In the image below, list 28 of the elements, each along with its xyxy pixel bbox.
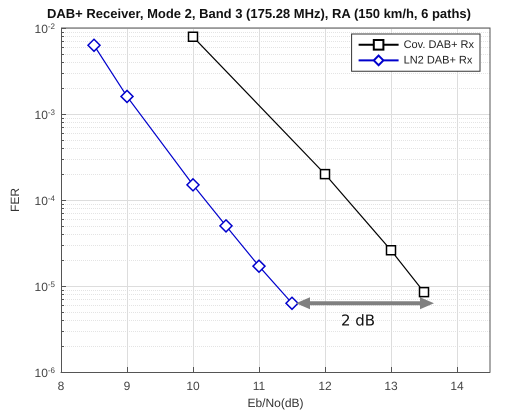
point: [186, 178, 200, 192]
legend-label: LN2 DAB+ Rx: [404, 54, 473, 66]
point: [120, 90, 134, 104]
x-tick-label: 8: [58, 379, 65, 393]
y-tick-label: 10$^{-3}$: [34, 108, 56, 122]
point: [188, 32, 198, 42]
point: [320, 168, 330, 180]
x-tick-label: 14: [450, 379, 464, 393]
point: [418, 286, 430, 298]
y-tick-label: 10$^{-4}$: [34, 194, 56, 208]
x-axis-title: Eb/No(dB): [247, 396, 304, 410]
annotation: 2 dB: [340, 311, 376, 330]
legend-label: Cov. DAB+ Rx: [404, 38, 474, 51]
x-tick-label: 12: [318, 379, 332, 393]
y-tick-label: 10$^{-5}$: [34, 280, 56, 294]
y-tick-label: 10$^{-2}$: [34, 22, 56, 36]
y-axis-title: FER: [8, 188, 22, 212]
x-tick-label: 9: [124, 379, 131, 393]
point: [285, 296, 299, 310]
x-tick-label: 13: [384, 379, 398, 393]
x-tick-label: 10: [186, 379, 200, 393]
point: [252, 259, 266, 273]
x-tick-label: 11: [252, 379, 266, 393]
point: [386, 245, 396, 256]
y-tick-label: 10$^{-6}$: [34, 366, 56, 380]
point: [87, 38, 101, 52]
point: [219, 219, 233, 233]
chart-title: DAB+ Receiver, Mode 2, Band 3 (175.28 MHz), RA (150 km/h, 6 paths): [47, 6, 471, 21]
